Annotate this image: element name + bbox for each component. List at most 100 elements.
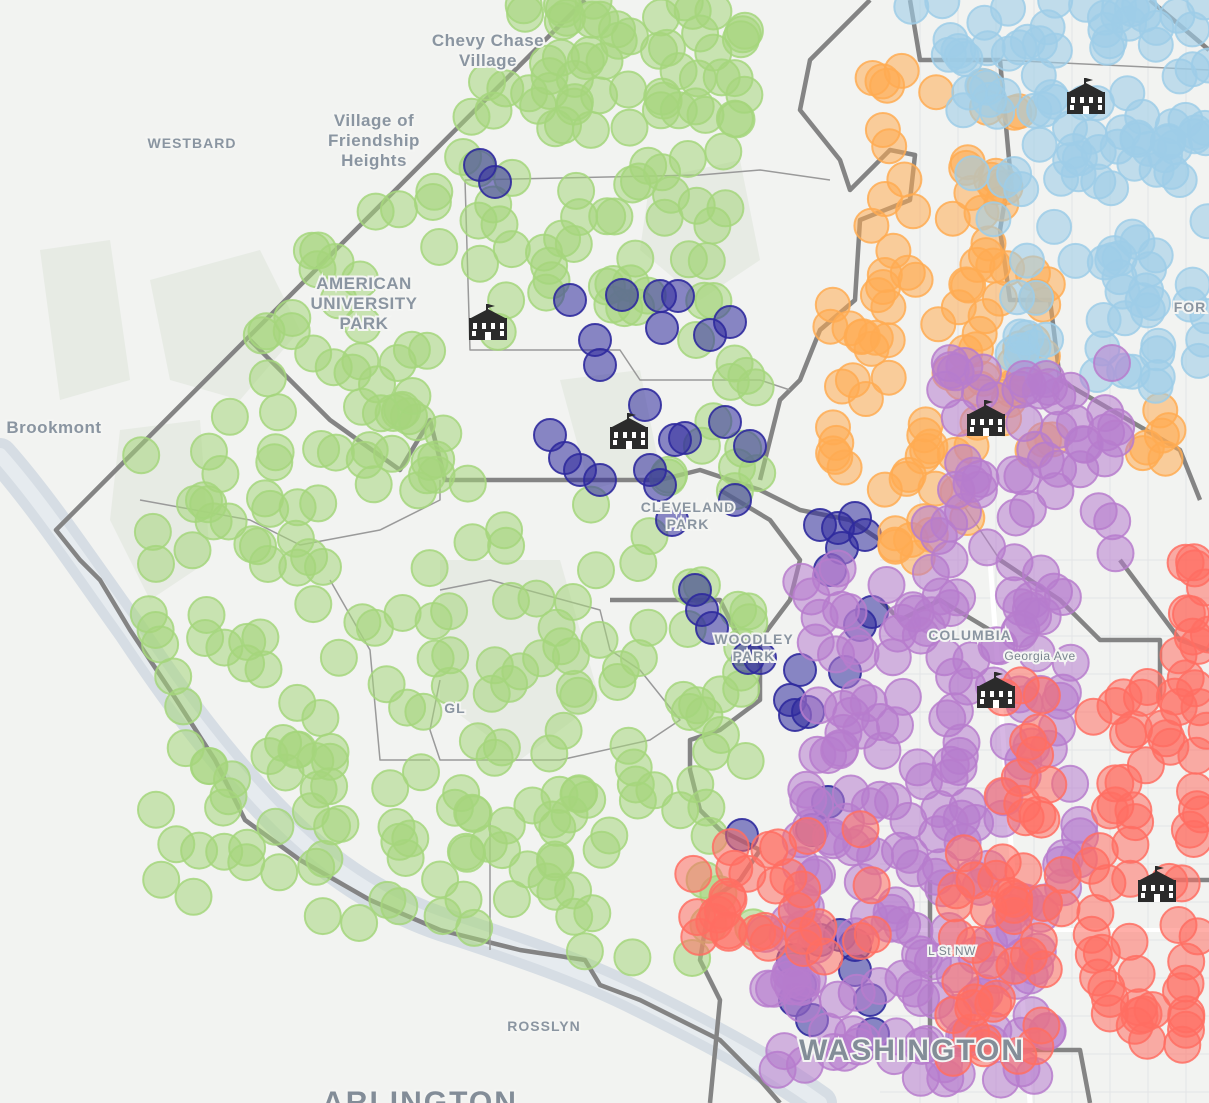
green-point — [519, 86, 558, 125]
coral-point — [841, 810, 880, 849]
green-point — [472, 674, 511, 713]
school-icon[interactable] — [967, 400, 1005, 436]
navy-point — [583, 348, 617, 382]
school-icons-layer — [469, 78, 1176, 902]
purple-point — [1096, 534, 1135, 573]
lightblue-point — [924, 0, 961, 20]
green-point — [311, 742, 349, 781]
orange-point — [890, 456, 927, 493]
green-point — [715, 59, 754, 98]
green-point — [291, 792, 330, 831]
coral-point — [1166, 543, 1205, 582]
place-label-columbia-heights: COLUMBIA — [928, 627, 1011, 643]
coral-point — [1109, 715, 1148, 754]
school-icon[interactable] — [469, 304, 507, 340]
lightblue-point — [990, 0, 1026, 27]
purple-point — [1003, 457, 1042, 496]
lightblue-point — [1174, 11, 1209, 48]
school-icon[interactable] — [1067, 78, 1105, 114]
green-point — [355, 608, 394, 647]
green-point — [386, 839, 425, 877]
green-point — [241, 618, 280, 657]
green-point — [665, 0, 704, 22]
green-point — [610, 108, 649, 147]
green-point — [371, 769, 410, 808]
green-point — [316, 243, 355, 281]
lightblue-point — [1189, 203, 1209, 240]
navy-point — [783, 653, 817, 687]
place-label-american-university-park: AMERICAN — [316, 274, 412, 293]
green-point — [452, 97, 491, 136]
lightblue-point — [1180, 342, 1209, 379]
green-point — [187, 596, 226, 634]
coral-point — [1151, 727, 1190, 766]
purple-point — [1085, 439, 1124, 478]
coral-point — [1117, 954, 1156, 993]
green-point — [580, 620, 619, 659]
purple-point — [944, 492, 982, 531]
school-icon[interactable] — [610, 413, 648, 449]
coral-point — [1159, 906, 1198, 944]
green-point — [659, 91, 698, 130]
coral-point — [1091, 979, 1129, 1018]
orange-point — [1150, 412, 1187, 449]
lightblue-point — [979, 93, 1016, 130]
green-point — [453, 523, 492, 562]
green-point — [302, 430, 341, 468]
green-point — [137, 790, 175, 829]
lightblue-point — [1001, 29, 1038, 66]
purple-point — [883, 677, 922, 716]
coral-point — [756, 866, 795, 905]
coral-point — [1090, 791, 1129, 830]
green-point — [303, 897, 342, 936]
place-label-american-university-park: PARK — [340, 314, 389, 333]
purple-point — [829, 593, 868, 631]
green-point — [659, 52, 698, 91]
place-label-friendship-heights: Heights — [341, 151, 407, 170]
navy-point — [743, 641, 777, 675]
purple-point — [938, 578, 977, 617]
green-point — [618, 781, 657, 820]
navy-point — [628, 388, 662, 422]
green-point — [392, 330, 431, 369]
coral-point — [937, 918, 976, 957]
school-icon[interactable] — [1138, 866, 1176, 902]
green-point — [582, 830, 621, 869]
green-point — [687, 788, 726, 827]
green-point — [227, 843, 266, 882]
purple-point — [799, 686, 838, 725]
green-point — [415, 172, 454, 211]
purple-point — [873, 638, 912, 677]
orange-point — [834, 362, 871, 399]
green-point — [455, 908, 494, 947]
purple-point — [1011, 591, 1050, 630]
place-label-american-university-park: UNIVERSITY — [310, 294, 417, 313]
green-point — [435, 788, 474, 827]
coral-point — [1018, 796, 1057, 834]
green-point — [388, 688, 427, 727]
lightblue-point — [1150, 123, 1187, 160]
green-point — [601, 650, 640, 689]
purple-point — [783, 985, 822, 1023]
lightblue-point — [1161, 58, 1198, 95]
coral-point — [995, 897, 1034, 936]
school-icon[interactable] — [977, 672, 1015, 708]
green-point — [247, 312, 286, 351]
orange-point — [844, 318, 881, 355]
green-point — [517, 579, 556, 618]
green-point — [559, 676, 598, 715]
purple-point — [942, 723, 981, 762]
green-point — [251, 489, 290, 528]
lightblue-point — [930, 36, 967, 73]
green-point — [483, 831, 521, 870]
purple-point — [785, 1045, 824, 1084]
orange-point — [814, 286, 851, 323]
green-point — [248, 545, 287, 583]
green-point — [343, 305, 382, 344]
green-point — [492, 230, 531, 269]
purple-point — [893, 591, 932, 630]
address-points-layer — [122, 0, 1209, 1099]
coral-point — [1176, 669, 1209, 708]
